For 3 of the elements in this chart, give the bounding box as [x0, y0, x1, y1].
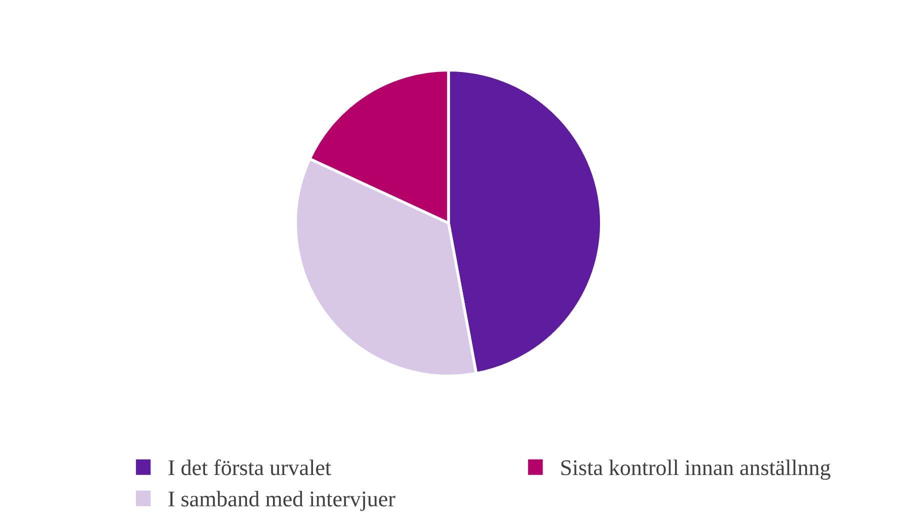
legend-label: I samband med intervjuer [168, 490, 396, 511]
legend-label: I det första urvalet [168, 459, 332, 476]
legend-label: Sista kontroll innan anställnng [561, 460, 830, 480]
